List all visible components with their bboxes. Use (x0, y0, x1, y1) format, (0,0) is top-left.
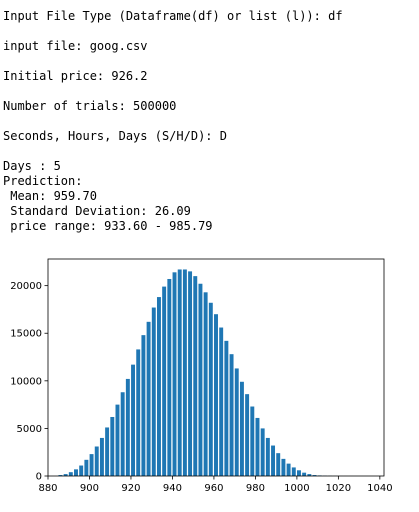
file-type-prompt: Input File Type (Dataframe(df) or list (… (3, 9, 343, 23)
histogram-bar (68, 472, 73, 476)
x-tick-label: 900 (80, 483, 99, 494)
histogram-bar (84, 459, 89, 476)
plot-frame (47, 258, 385, 477)
histogram-bar (63, 474, 68, 476)
trials-line: Number of trials: 500000 (3, 99, 177, 113)
histogram-bar (281, 458, 286, 476)
histogram-bar (115, 404, 120, 476)
input-file-line: input file: goog.csv (3, 39, 148, 53)
histogram-bar (250, 406, 255, 476)
histogram-bar (167, 278, 172, 476)
y-tick-label: 20000 (10, 281, 42, 292)
histogram-bar (136, 349, 141, 476)
x-tick-label: 1040 (367, 483, 392, 494)
histogram-bar (131, 364, 136, 476)
histogram-bar (224, 340, 229, 476)
histogram-bar (74, 469, 78, 476)
histogram-bar (234, 368, 239, 476)
histogram-bar (203, 292, 208, 476)
histogram-bar (260, 428, 265, 476)
histogram-bar (271, 445, 276, 476)
histogram-bar (146, 321, 151, 476)
histogram-bar (198, 283, 203, 476)
histogram-bar (172, 272, 177, 476)
histogram-bar (307, 474, 312, 476)
y-tick-label: 10000 (10, 376, 42, 387)
histogram-bar (276, 453, 281, 476)
histogram-bar (229, 354, 234, 476)
histogram-bar (156, 297, 161, 476)
histogram-bar (120, 392, 125, 476)
prediction-label: Prediction: (3, 174, 83, 188)
std-line: Standard Deviation: 26.09 (3, 204, 191, 218)
y-tick-label: 5000 (17, 424, 42, 435)
x-tick-label: 1020 (326, 483, 351, 494)
histogram-bar (219, 327, 224, 476)
histogram-bar (296, 470, 301, 476)
histogram-bar (286, 463, 291, 476)
histogram-bar (177, 269, 182, 476)
x-tick-label: 920 (121, 483, 140, 494)
histogram-bar (302, 472, 307, 476)
histogram-bar (105, 427, 110, 476)
histogram-bar (162, 286, 167, 476)
histogram-bar (110, 416, 115, 476)
histogram-bar (58, 475, 63, 476)
x-tick-label: 940 (163, 483, 182, 494)
histogram-bar (245, 394, 250, 476)
histogram-bar (182, 269, 187, 476)
histogram-bar (89, 454, 94, 476)
initial-price-line: Initial price: 926.2 (3, 69, 148, 83)
y-tick-label: 0 (36, 472, 42, 483)
x-tick-label: 960 (204, 483, 223, 494)
histogram-bar (94, 446, 99, 476)
histogram-bar (79, 465, 84, 476)
histogram-bar (265, 437, 270, 476)
mean-line: Mean: 959.70 (3, 189, 97, 203)
histogram-bar (141, 335, 146, 476)
histogram-bar (214, 314, 218, 476)
histogram-bar (312, 475, 317, 476)
histogram-bar (239, 381, 244, 476)
unit-prompt-line: Seconds, Hours, Days (S/H/D): D (3, 129, 227, 143)
price-range-line: price range: 933.60 - 985.79 (3, 219, 213, 233)
x-tick-label: 1000 (284, 483, 309, 494)
histogram-bar (193, 276, 198, 476)
histogram-bar (151, 307, 156, 476)
histogram-bar (99, 437, 104, 476)
x-tick-label: 880 (38, 483, 57, 494)
days-line: Days : 5 (3, 159, 61, 173)
histogram-bar (188, 271, 193, 476)
histogram-bar (255, 417, 260, 476)
x-tick-label: 980 (246, 483, 265, 494)
y-tick-label: 15000 (10, 329, 42, 340)
histogram-bar (125, 378, 130, 476)
histogram-bar (291, 467, 296, 476)
histogram-bar (208, 302, 213, 476)
price-histogram: 880 900 920 940 960 980 1000 1020 1040 0 5000 10000… (10, 258, 393, 494)
